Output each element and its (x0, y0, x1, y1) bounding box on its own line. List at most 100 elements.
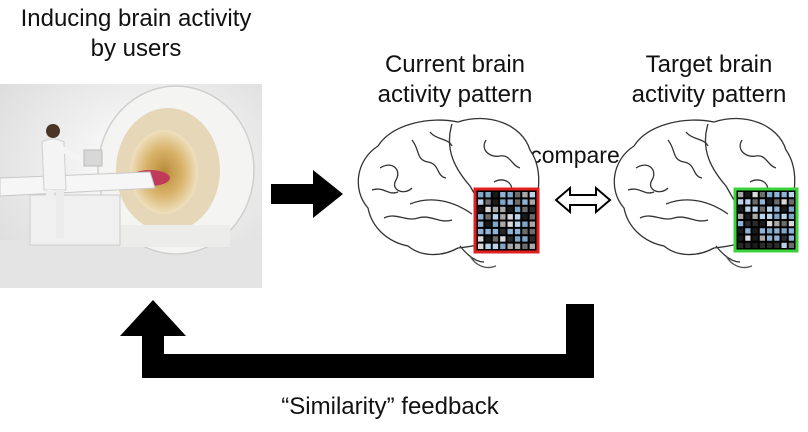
compare-double-arrow (554, 185, 612, 215)
pattern-voxel (752, 213, 758, 219)
pattern-voxel (788, 242, 794, 248)
pattern-voxel (492, 206, 499, 213)
pattern-voxel (759, 242, 765, 248)
current-pattern-label: Current brain activity pattern (377, 51, 533, 108)
pattern-voxel (529, 206, 536, 213)
forward-arrow (271, 170, 343, 218)
pattern-voxel (522, 199, 528, 205)
target-pattern-grid (733, 187, 799, 253)
mri-scanner-photo (0, 84, 262, 288)
pattern-voxel (500, 228, 506, 235)
pattern-voxel (485, 192, 491, 198)
pattern-voxel (745, 221, 751, 227)
pattern-voxel (767, 235, 773, 241)
pattern-voxel (738, 235, 744, 241)
pattern-voxel (514, 221, 521, 227)
pattern-voxel (507, 243, 513, 250)
pattern-voxel (788, 228, 794, 234)
pattern-voxel (478, 214, 484, 220)
pattern-voxel (767, 199, 773, 205)
pattern-voxel (500, 214, 506, 220)
pattern-voxel (788, 192, 794, 198)
pattern-voxel (767, 192, 773, 198)
pattern-voxel (745, 235, 751, 241)
pattern-voxel (759, 206, 765, 212)
pattern-voxel (788, 199, 794, 205)
pattern-voxel (478, 221, 484, 227)
pattern-voxel (522, 192, 528, 198)
pattern-voxel (774, 192, 780, 198)
pattern-voxel (759, 221, 765, 227)
pattern-voxel (738, 221, 744, 227)
current-pattern-grid (473, 187, 540, 254)
pattern-voxel (781, 206, 787, 212)
pattern-voxel (788, 213, 794, 219)
pattern-voxel (507, 236, 513, 242)
pattern-voxel (492, 236, 499, 242)
feedback-label: “Similarity” feedback (281, 393, 499, 420)
pattern-voxel (507, 192, 513, 198)
pattern-voxel (781, 221, 787, 227)
pattern-voxel (492, 199, 499, 205)
pattern-voxel (478, 206, 484, 213)
pattern-voxel (529, 199, 536, 205)
pattern-voxel (514, 236, 521, 242)
pattern-voxel (500, 199, 506, 205)
pattern-voxel (781, 235, 787, 241)
target-pattern-label: Target brain activity pattern (631, 51, 787, 108)
pattern-voxel (745, 213, 751, 219)
pattern-voxel (529, 192, 536, 198)
pattern-voxel (767, 213, 773, 219)
pattern-voxel (759, 192, 765, 198)
pattern-voxel (774, 213, 780, 219)
pattern-voxel (529, 221, 536, 227)
pattern-voxel (752, 199, 758, 205)
pattern-voxel (745, 192, 751, 198)
pattern-voxel (492, 192, 499, 198)
pattern-voxel (781, 192, 787, 198)
pattern-voxel (507, 199, 513, 205)
pattern-voxel (738, 213, 744, 219)
pattern-voxel (485, 199, 491, 205)
pattern-voxel (759, 235, 765, 241)
pattern-voxel (752, 221, 758, 227)
pattern-voxel (738, 228, 744, 234)
pattern-voxel (485, 214, 491, 220)
pattern-voxel (781, 228, 787, 234)
pattern-voxel (522, 214, 528, 220)
pattern-voxel (774, 228, 780, 234)
pattern-voxel (738, 206, 744, 212)
pattern-voxel (514, 206, 521, 213)
pattern-voxel (485, 206, 491, 213)
pattern-voxel (492, 228, 499, 235)
pattern-voxel (774, 199, 780, 205)
pattern-voxel (774, 235, 780, 241)
pattern-voxel (507, 228, 513, 235)
pattern-voxel (522, 221, 528, 227)
pattern-voxel (485, 221, 491, 227)
pattern-voxel (745, 199, 751, 205)
pattern-voxel (745, 242, 751, 248)
pattern-voxel (752, 242, 758, 248)
pattern-voxel (507, 221, 513, 227)
pattern-voxel (478, 192, 484, 198)
pattern-voxel (781, 242, 787, 248)
pattern-voxel (738, 192, 744, 198)
pattern-voxel (752, 228, 758, 234)
pattern-voxel (759, 228, 765, 234)
pattern-voxel (529, 236, 536, 242)
pattern-voxel (767, 221, 773, 227)
pattern-voxel (485, 228, 491, 235)
pattern-voxel (738, 242, 744, 248)
pattern-voxel (500, 221, 506, 227)
pattern-voxel (500, 192, 506, 198)
pattern-voxel (522, 243, 528, 250)
pattern-voxel (485, 236, 491, 242)
pattern-voxel (788, 235, 794, 241)
pattern-voxel (514, 214, 521, 220)
compare-label: compare (530, 142, 620, 168)
pattern-voxel (759, 213, 765, 219)
pattern-voxel (774, 221, 780, 227)
pattern-voxel (767, 242, 773, 248)
